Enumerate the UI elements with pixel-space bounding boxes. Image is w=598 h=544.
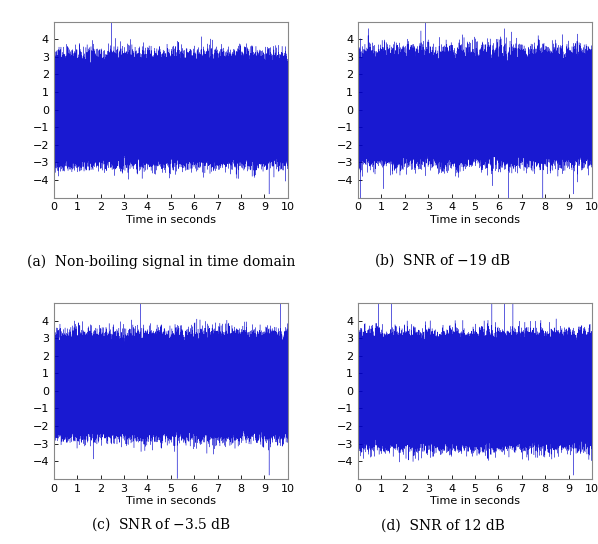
Text: (a)  Non-boiling signal in time domain: (a) Non-boiling signal in time domain — [28, 255, 295, 269]
X-axis label: Time in seconds: Time in seconds — [430, 215, 520, 225]
Text: (d)  SNR of 12 dB: (d) SNR of 12 dB — [380, 519, 505, 533]
X-axis label: Time in seconds: Time in seconds — [126, 215, 216, 225]
Text: (c)  SNR of $-$3.5 dB: (c) SNR of $-$3.5 dB — [91, 516, 231, 533]
X-axis label: Time in seconds: Time in seconds — [126, 496, 216, 506]
Text: (b)  SNR of $-$19 dB: (b) SNR of $-$19 dB — [374, 252, 511, 269]
X-axis label: Time in seconds: Time in seconds — [430, 496, 520, 506]
